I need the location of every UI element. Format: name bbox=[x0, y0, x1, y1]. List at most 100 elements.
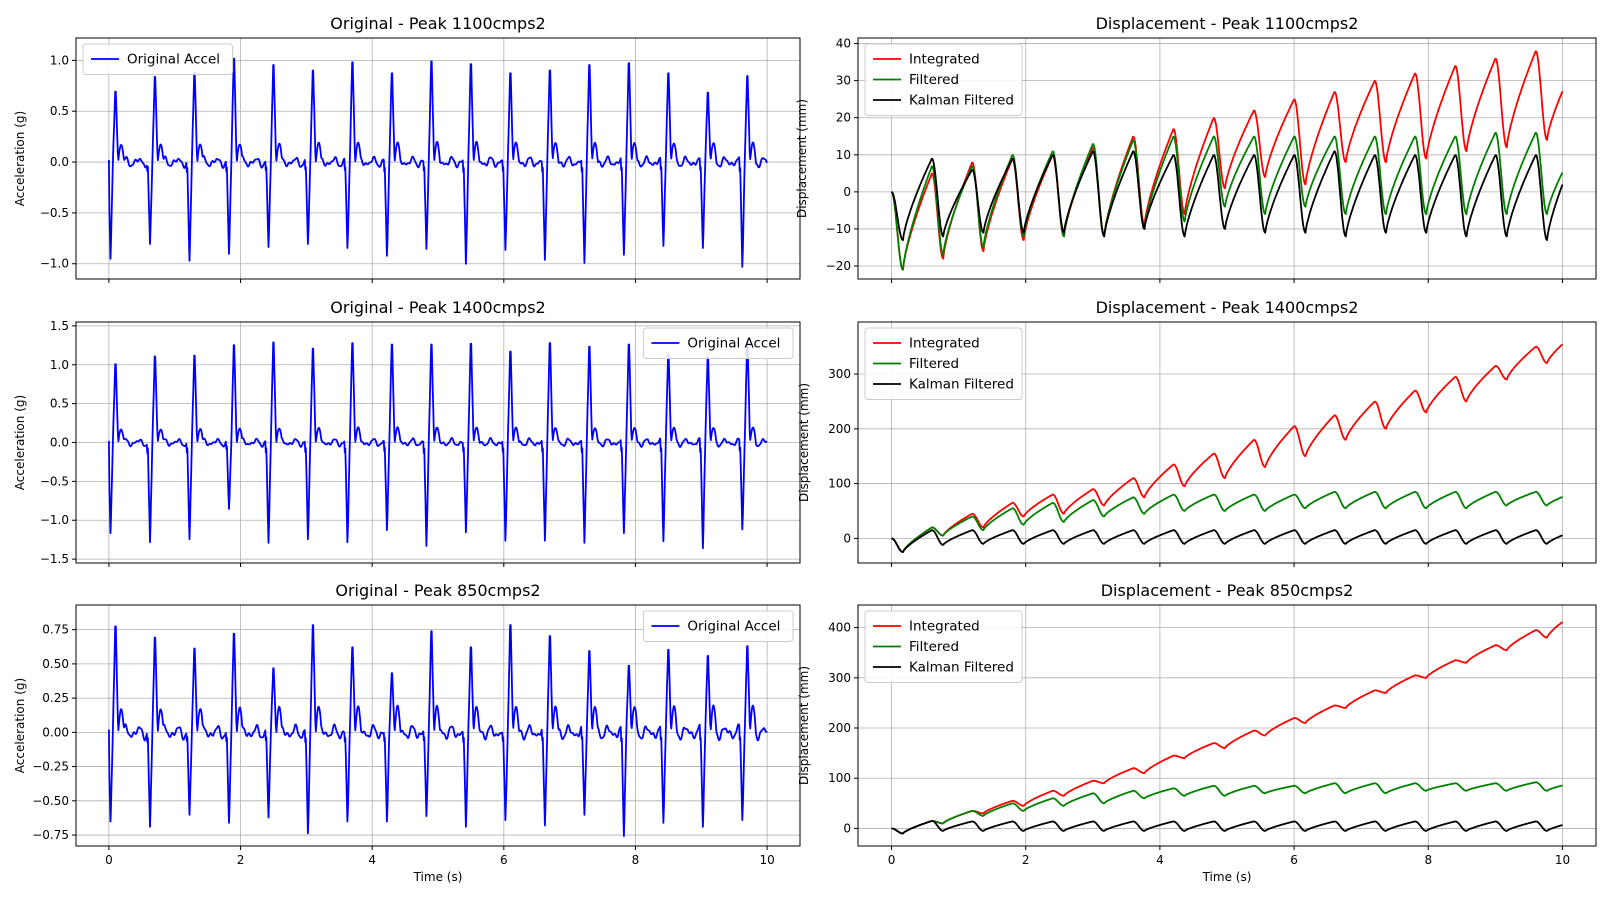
grid-lines bbox=[858, 38, 1596, 279]
chart-panel-accel-1100: −1.0 −0.5 0.0 0.5 1.0 Original - Peak 1100cmp… bbox=[13, 14, 801, 283]
series-line-integrated bbox=[890, 50, 1564, 271]
chart-panel-disp-1400: 0 100 200 300 Displacement - Peak 1400cmps2 D… bbox=[797, 298, 1597, 567]
axes-frame bbox=[75, 37, 801, 280]
x-tick-label: 10 bbox=[759, 853, 774, 867]
x-tick-label: 0 bbox=[105, 853, 113, 867]
axes-frame bbox=[857, 604, 1597, 847]
chart-title: Original - Peak 1400cmps2 bbox=[330, 298, 545, 317]
series-line-original-accel bbox=[108, 340, 768, 550]
legend-label: Original Accel bbox=[127, 52, 220, 68]
y-tick-label: −0.25 bbox=[32, 760, 69, 774]
y-tick-label: 1.0 bbox=[50, 53, 69, 67]
legend-label: Original Accel bbox=[687, 336, 780, 352]
legend-box bbox=[864, 610, 1023, 683]
series-line-kalman-filtered bbox=[891, 529, 1563, 553]
chart-panel-disp-1100: −20 −10 0 10 20 30 40 Displacement - Peak 1100c… bbox=[795, 14, 1597, 283]
y-tick-label: 200 bbox=[828, 721, 851, 735]
y-tick-label: 400 bbox=[828, 621, 851, 635]
legend: Original Accel bbox=[82, 43, 234, 75]
legend-label: Integrated bbox=[909, 619, 980, 635]
y-axis-label: Acceleration (g) bbox=[13, 678, 27, 773]
y-tick-label: 200 bbox=[828, 422, 851, 436]
y-tick-label: 100 bbox=[828, 771, 851, 785]
y-tick-label: −1.5 bbox=[40, 552, 69, 566]
legend-box bbox=[864, 327, 1023, 400]
y-axis-label: Displacement (mm) bbox=[797, 383, 811, 502]
y-tick-label: 0.25 bbox=[42, 691, 69, 705]
x-tick-label: 0 bbox=[888, 853, 896, 867]
series-line-integrated bbox=[891, 621, 1564, 835]
legend: Integrated Filtered Kalman Filtered bbox=[864, 610, 1023, 683]
y-tick-label: 10 bbox=[836, 148, 851, 162]
y-axis-label: Acceleration (g) bbox=[13, 395, 27, 490]
y-tick-label: 0.5 bbox=[50, 397, 69, 411]
x-tick-label: 8 bbox=[1424, 853, 1432, 867]
axes-frame bbox=[857, 321, 1597, 564]
y-tick-label: −1.0 bbox=[40, 513, 69, 527]
chart-title: Original - Peak 850cmps2 bbox=[335, 581, 540, 600]
y-tick-label: −0.5 bbox=[40, 474, 69, 488]
series-line-filtered bbox=[891, 781, 1563, 835]
series-line-original-accel bbox=[108, 57, 768, 268]
series-group bbox=[108, 57, 768, 268]
y-tick-label: 0.0 bbox=[50, 436, 69, 450]
y-tick-label: 0 bbox=[843, 185, 851, 199]
x-tick-label: 2 bbox=[1022, 853, 1030, 867]
legend-box bbox=[642, 327, 794, 359]
legend-label: Original Accel bbox=[687, 619, 780, 635]
y-tick-label: 0.0 bbox=[50, 155, 69, 169]
y-tick-label: −0.75 bbox=[32, 828, 69, 842]
y-tick-label: 0 bbox=[843, 531, 851, 545]
y-tick-label: 0.75 bbox=[42, 623, 69, 637]
series-group bbox=[891, 621, 1564, 835]
y-tick-label: 1.5 bbox=[50, 319, 69, 333]
y-tick-label: 0.00 bbox=[42, 725, 69, 739]
x-axis-label: Time (s) bbox=[1202, 870, 1252, 884]
legend-label: Filtered bbox=[909, 639, 959, 655]
x-tick-label: 4 bbox=[368, 853, 376, 867]
series-line-original-accel bbox=[108, 624, 768, 837]
y-tick-label: 30 bbox=[836, 74, 851, 88]
legend-label: Kalman Filtered bbox=[909, 377, 1014, 393]
x-axis-label: Time (s) bbox=[413, 870, 463, 884]
legend-label: Kalman Filtered bbox=[909, 660, 1014, 676]
x-tick-label: 10 bbox=[1555, 853, 1570, 867]
legend: Integrated Filtered Kalman Filtered bbox=[864, 43, 1023, 116]
y-tick-label: 0.5 bbox=[50, 104, 69, 118]
axes-frame bbox=[75, 604, 801, 847]
series-group bbox=[891, 343, 1564, 553]
y-axis-label: Displacement (mm) bbox=[797, 666, 811, 785]
legend-label: Integrated bbox=[909, 52, 980, 68]
x-tick-label: 4 bbox=[1156, 853, 1164, 867]
y-tick-label: −20 bbox=[826, 259, 851, 273]
chart-title: Displacement - Peak 850cmps2 bbox=[1101, 581, 1354, 600]
y-tick-label: −0.50 bbox=[32, 794, 69, 808]
legend-box bbox=[642, 610, 794, 642]
y-tick-label: −10 bbox=[826, 222, 851, 236]
x-tick-label: 6 bbox=[1290, 853, 1298, 867]
y-tick-label: 300 bbox=[828, 367, 851, 381]
y-tick-label: 0 bbox=[843, 821, 851, 835]
series-group bbox=[890, 50, 1564, 271]
x-tick-label: 6 bbox=[500, 853, 508, 867]
series-line-kalman-filtered bbox=[891, 150, 1564, 241]
chart-title: Displacement - Peak 1100cmps2 bbox=[1096, 14, 1359, 33]
chart-panel-accel-1400: −1.5 −1.0 −0.5 0.0 0.5 1.0 1.5 Original - Peak … bbox=[13, 298, 801, 567]
y-tick-label: 40 bbox=[836, 37, 851, 51]
series-line-kalman-filtered bbox=[891, 820, 1563, 835]
series-line-integrated bbox=[891, 343, 1564, 553]
series-line-filtered bbox=[891, 490, 1563, 553]
y-axis-label: Displacement (mm) bbox=[795, 99, 809, 218]
legend: Original Accel bbox=[642, 327, 794, 359]
chart-title: Displacement - Peak 1400cmps2 bbox=[1096, 298, 1359, 317]
grid-lines bbox=[76, 605, 800, 846]
y-tick-label: −0.5 bbox=[40, 206, 69, 220]
series-group bbox=[108, 624, 768, 837]
legend: Integrated Filtered Kalman Filtered bbox=[864, 327, 1023, 400]
series-group bbox=[108, 340, 768, 550]
x-tick-label: 2 bbox=[237, 853, 245, 867]
y-tick-label: 300 bbox=[828, 671, 851, 685]
y-tick-label: 1.0 bbox=[50, 358, 69, 372]
chart-title: Original - Peak 1100cmps2 bbox=[330, 14, 545, 33]
